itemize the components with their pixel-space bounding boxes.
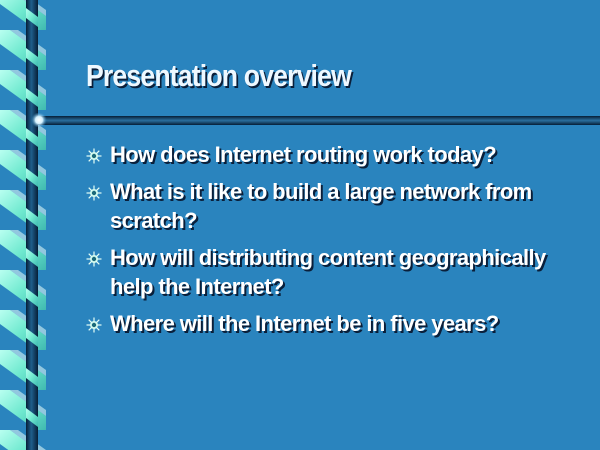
starburst-bullet-icon bbox=[86, 251, 102, 267]
slide-title: Presentation overview bbox=[86, 58, 352, 93]
list-item: How will distributing content geographic… bbox=[86, 243, 586, 301]
list-item: How does Internet routing work today? bbox=[86, 140, 586, 169]
bullet-text: How does Internet routing work today? bbox=[110, 142, 497, 167]
starburst-bullet-icon bbox=[86, 317, 102, 333]
bullet-text: What is it like to build a large network… bbox=[110, 179, 532, 233]
list-item: Where will the Internet be in five years… bbox=[86, 309, 586, 338]
title-rule bbox=[31, 113, 600, 127]
ribbon-decoration bbox=[0, 0, 46, 450]
starburst-bullet-icon bbox=[86, 148, 102, 164]
glow-orb-icon bbox=[31, 113, 47, 127]
starburst-bullet-icon bbox=[86, 185, 102, 201]
bullet-text: How will distributing content geographic… bbox=[110, 245, 546, 299]
bullet-text: Where will the Internet be in five years… bbox=[110, 311, 499, 336]
list-item: What is it like to build a large network… bbox=[86, 177, 586, 235]
bullet-list: How does Internet routing work today? Wh… bbox=[86, 140, 586, 346]
